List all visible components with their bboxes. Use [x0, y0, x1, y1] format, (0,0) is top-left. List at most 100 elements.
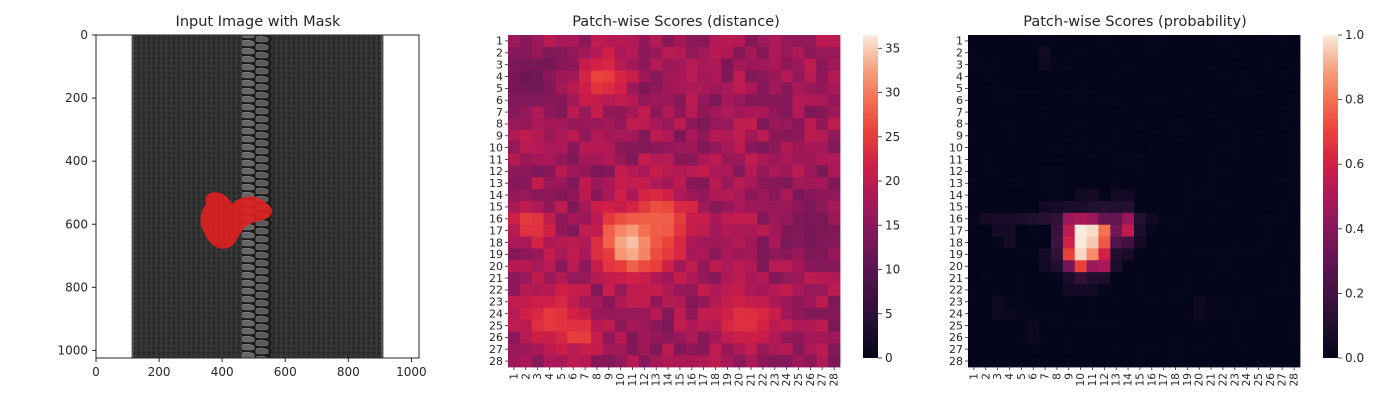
- heatmap-cell: [1015, 260, 1028, 273]
- heatmap-cell: [1240, 82, 1253, 95]
- heatmap-cell: [1122, 118, 1135, 131]
- heatmap-cell: [1039, 94, 1052, 107]
- heatmap-cell: [804, 248, 817, 261]
- heatmap-cell: [1051, 153, 1064, 166]
- heatmap-cell: [721, 129, 734, 143]
- heatmap-cell: [979, 46, 993, 60]
- heatmap-cell: [508, 295, 521, 309]
- heatmap-cell: [1157, 58, 1170, 71]
- panel-probability-heatmap: Patch-wise Scores (probability) 11223344…: [949, 14, 1364, 386]
- heatmap-cell: [1288, 46, 1301, 60]
- y-tick-label: 12: [949, 165, 963, 178]
- heatmap-cell: [1015, 295, 1028, 309]
- heatmap-cell: [721, 248, 734, 261]
- heatmap-cell: [543, 46, 556, 60]
- heatmap-cell: [721, 236, 734, 249]
- heatmap-cell: [1288, 165, 1301, 178]
- heatmap-cell: [1062, 212, 1076, 226]
- heatmap-cell: [816, 58, 829, 71]
- heatmap-cell: [1027, 272, 1040, 285]
- heatmap-cell: [733, 129, 746, 143]
- heatmap-cell: [721, 201, 734, 214]
- heatmap-cell: [780, 319, 793, 332]
- y-tick-label: 14: [489, 189, 503, 202]
- heatmap-cell: [792, 70, 805, 83]
- heatmap-cell: [579, 189, 592, 202]
- heatmap-cell: [1145, 165, 1159, 178]
- heatmap-cell: [531, 189, 544, 202]
- heatmap-cell: [1181, 236, 1194, 249]
- heatmap-cell: [1228, 177, 1242, 190]
- heatmap-cell: [804, 355, 817, 368]
- heatmap-cell: [1122, 189, 1135, 202]
- heatmap-cell: [650, 284, 663, 297]
- heatmap-cell: [1193, 272, 1206, 285]
- colorbar-tick-label: 25: [885, 130, 900, 144]
- heatmap-cell: [1015, 35, 1028, 48]
- heatmap-cell: [968, 236, 981, 249]
- heatmap-cell: [1169, 201, 1182, 214]
- heatmap-cell: [816, 189, 829, 202]
- heatmap-cell: [1086, 343, 1099, 356]
- heatmap-cell: [1169, 284, 1182, 297]
- heatmap-cell: [638, 177, 651, 190]
- heatmap-cell: [1098, 355, 1111, 368]
- heatmap-cell: [1051, 141, 1064, 154]
- heatmap-cell: [1193, 165, 1206, 178]
- heatmap-cell: [1051, 331, 1064, 344]
- heatmap-cell: [721, 272, 734, 285]
- heatmap-cell: [567, 70, 580, 83]
- heatmap-cell: [780, 343, 793, 356]
- heatmap-cell: [626, 58, 639, 71]
- heatmap-cell: [1098, 35, 1111, 48]
- heatmap-distance: [508, 35, 841, 368]
- heatmap-cell: [1169, 331, 1182, 344]
- heatmap-cell: [733, 106, 746, 119]
- heatmap-cell: [602, 343, 616, 356]
- heatmap-cell: [1074, 224, 1087, 237]
- heatmap-cell: [1252, 295, 1265, 309]
- heatmap-cell: [674, 212, 687, 226]
- heatmap-cell: [721, 319, 734, 332]
- heatmap-cell: [979, 118, 993, 131]
- heatmap-cell: [1181, 343, 1194, 356]
- heatmap-cell: [1110, 260, 1123, 273]
- heatmap-cell: [638, 153, 651, 166]
- heatmap-cell: [780, 177, 793, 190]
- heatmap-cell: [1157, 307, 1170, 320]
- heatmap-cell: [745, 177, 758, 190]
- heatmap-cell: [1074, 189, 1087, 202]
- heatmap-cell: [1051, 118, 1064, 131]
- heatmap-cell: [1110, 177, 1123, 190]
- heatmap-cell: [804, 343, 817, 356]
- heatmap-cell: [709, 35, 722, 48]
- heatmap-cell: [1288, 295, 1301, 309]
- heatmap-cell: [792, 331, 805, 344]
- heatmap-cell: [1039, 343, 1052, 356]
- heatmap-cell: [1134, 295, 1147, 309]
- heatmap-cell: [555, 46, 568, 60]
- x-tick-label: 11: [627, 373, 639, 386]
- heatmap-cell: [579, 343, 592, 356]
- heatmap-cell: [1122, 355, 1135, 368]
- heatmap-cell: [1228, 70, 1242, 83]
- heatmap-cell: [1027, 307, 1040, 320]
- heatmap-cell: [757, 272, 770, 285]
- heatmap-cell: [1015, 177, 1028, 190]
- heatmap-cell: [602, 272, 616, 285]
- heatmap-cell: [1003, 248, 1016, 261]
- heatmap-cell: [1062, 295, 1076, 309]
- heatmap-cell: [1264, 248, 1277, 261]
- heatmap-cell: [968, 141, 981, 154]
- heatmap-cell: [1240, 224, 1253, 237]
- heatmap-cell: [614, 272, 627, 285]
- heatmap-cell: [602, 248, 616, 261]
- heatmap-cell: [757, 343, 770, 356]
- heatmap-cell: [1240, 165, 1253, 178]
- heatmap-cell: [1228, 118, 1242, 131]
- heatmap-cell: [1134, 189, 1147, 202]
- heatmap-cell: [828, 295, 841, 309]
- x-tick-label: 2: [980, 373, 992, 380]
- heatmap-cell: [579, 236, 592, 249]
- heatmap-cell: [1193, 284, 1206, 297]
